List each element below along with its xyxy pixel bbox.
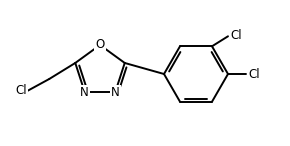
Text: N: N [111, 86, 120, 99]
Text: N: N [80, 86, 89, 99]
Text: Cl: Cl [15, 85, 27, 98]
Text: O: O [95, 39, 105, 52]
Text: Cl: Cl [230, 29, 242, 42]
Text: Cl: Cl [248, 67, 260, 80]
